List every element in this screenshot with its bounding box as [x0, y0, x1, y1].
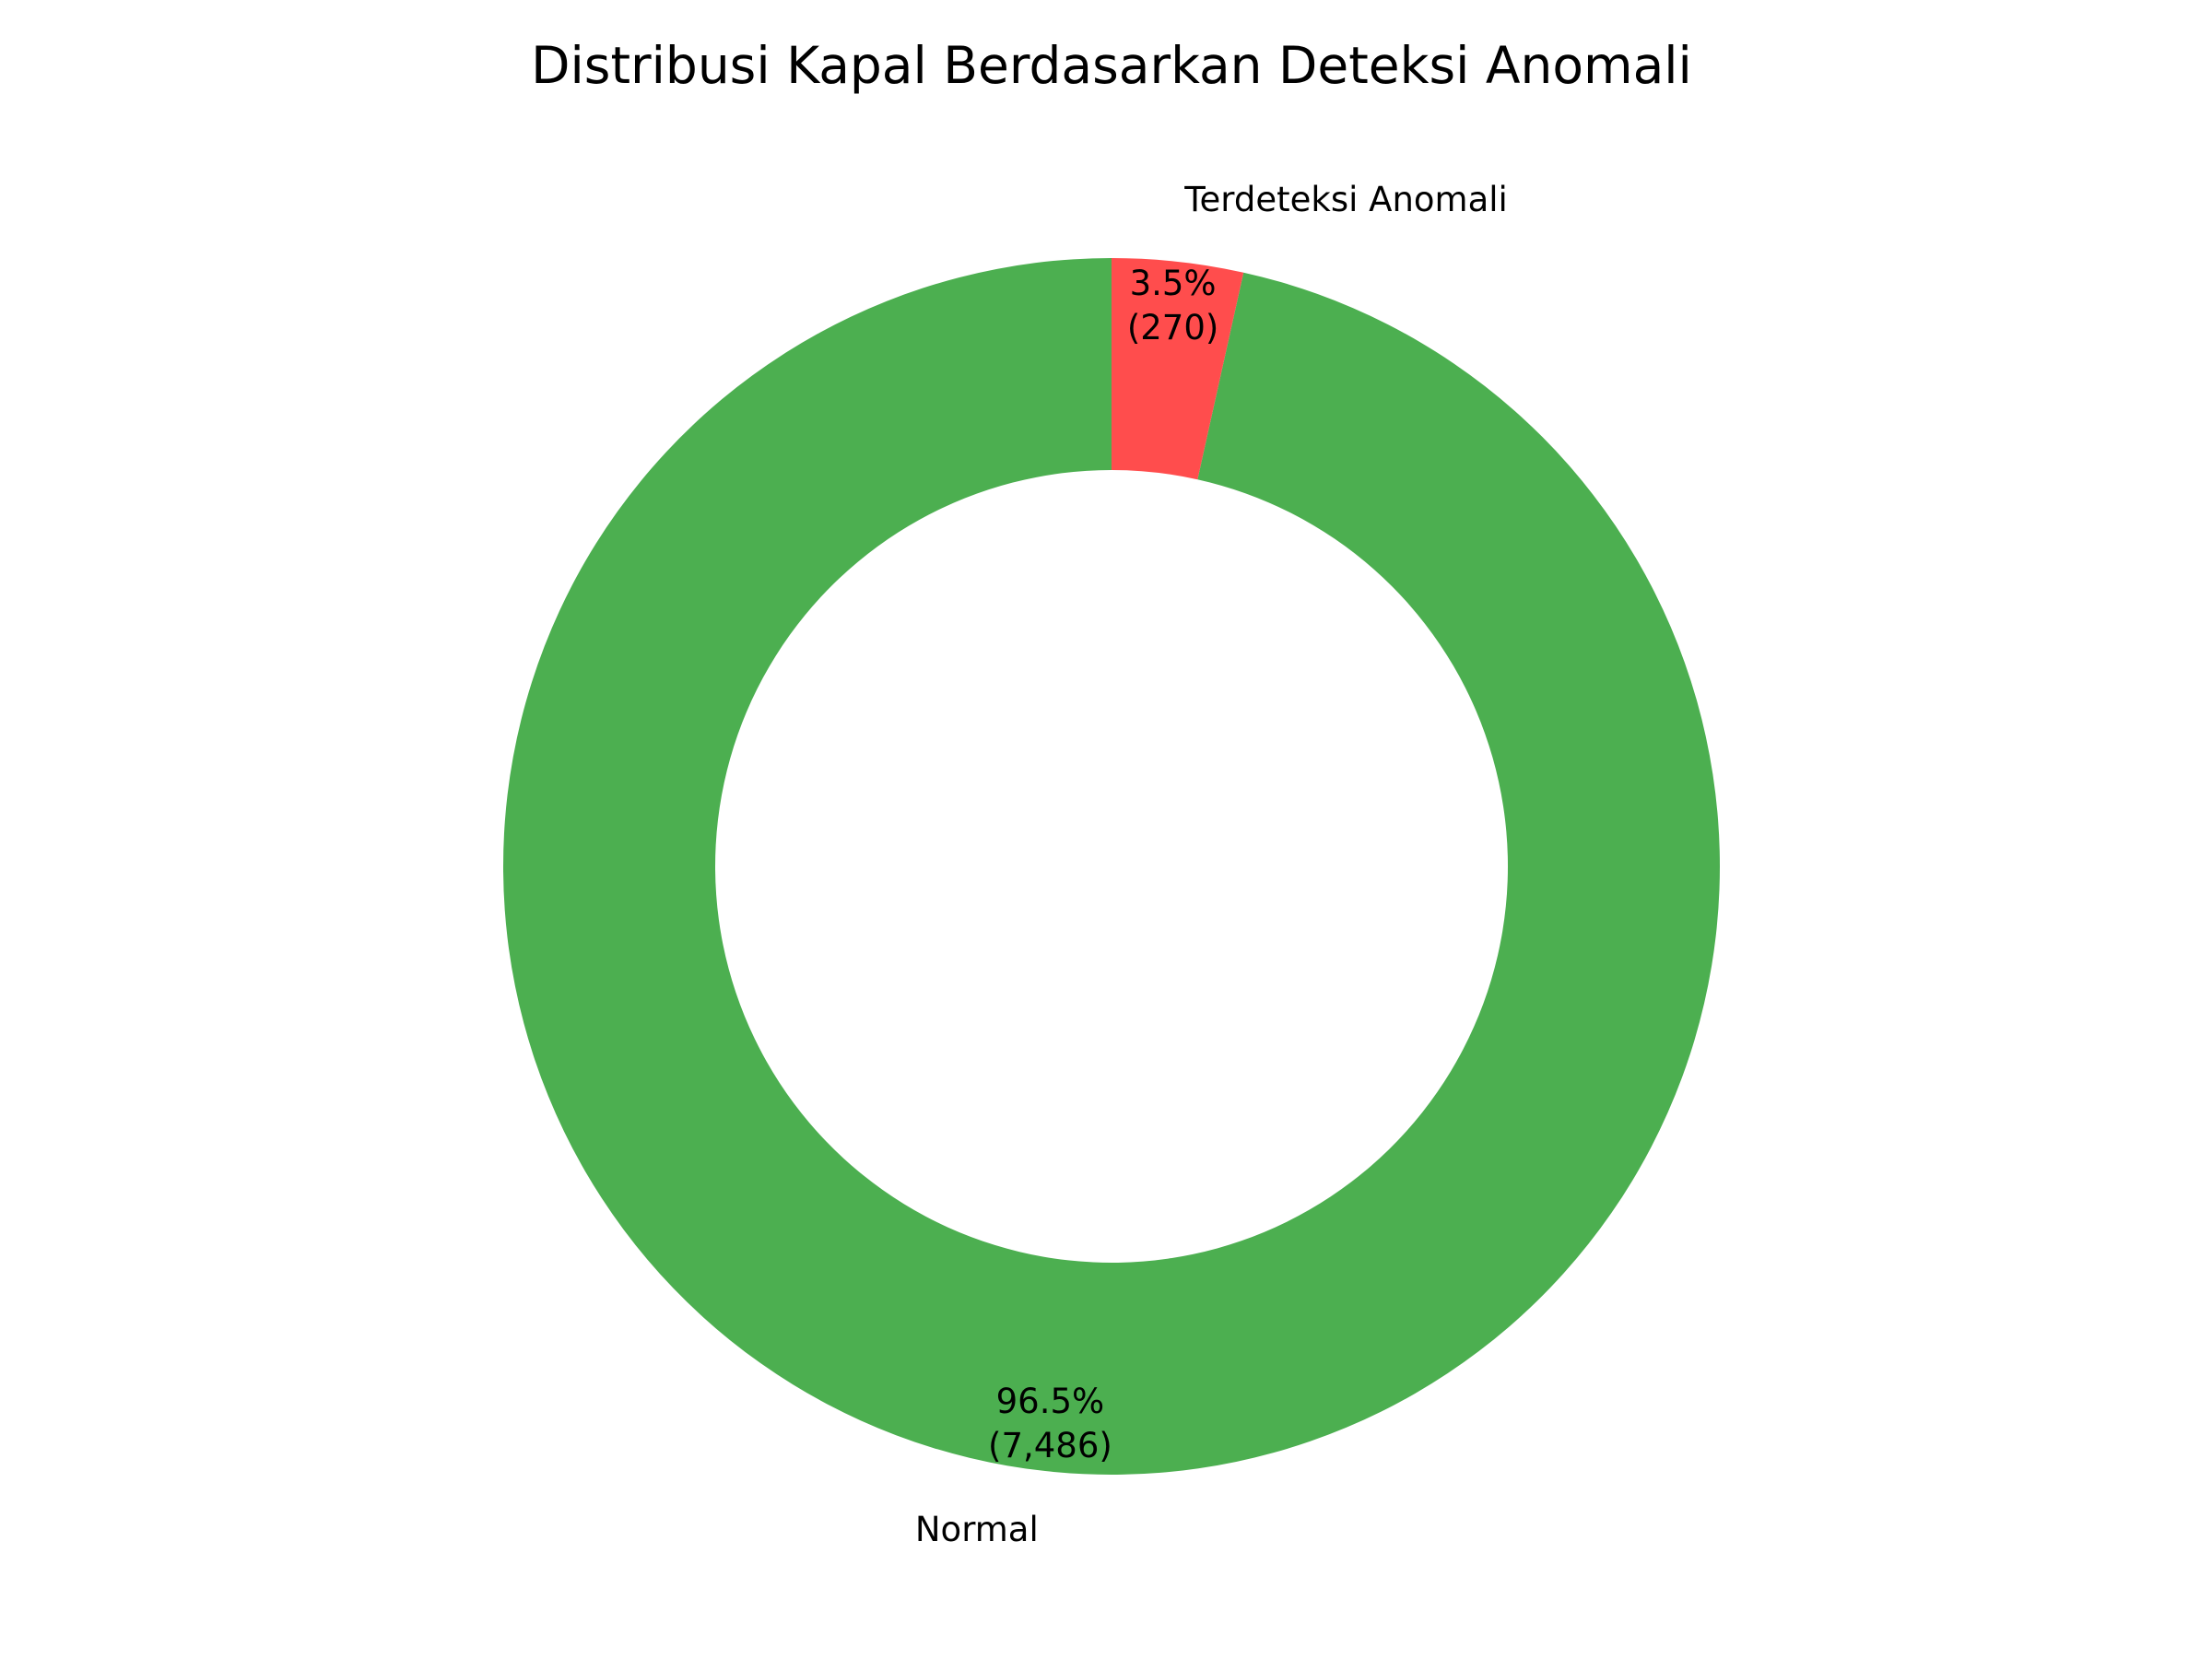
slice-count-normal: (7,486): [988, 1426, 1112, 1465]
slice-labels: Normal 96.5% (7,486) Terdeteksi Anomali 3.5%…: [915, 180, 1508, 1549]
slice-label-terdeteksi-anomali: Terdeteksi Anomali: [1183, 180, 1508, 219]
slice-percent-normal: 96.5%: [996, 1382, 1105, 1421]
slice-normal: [502, 258, 1720, 1475]
chart-title: Distribusi Kapal Berdasarkan Deteksi Ano…: [531, 36, 1692, 95]
slice-count-terdeteksi-anomali: (270): [1127, 308, 1219, 347]
slice-label-normal: Normal: [915, 1510, 1039, 1549]
slice-percent-terdeteksi-anomali: 3.5%: [1130, 264, 1217, 303]
donut-slices: [502, 258, 1720, 1475]
slice-terdeteksi-anomali: [1112, 258, 1244, 480]
